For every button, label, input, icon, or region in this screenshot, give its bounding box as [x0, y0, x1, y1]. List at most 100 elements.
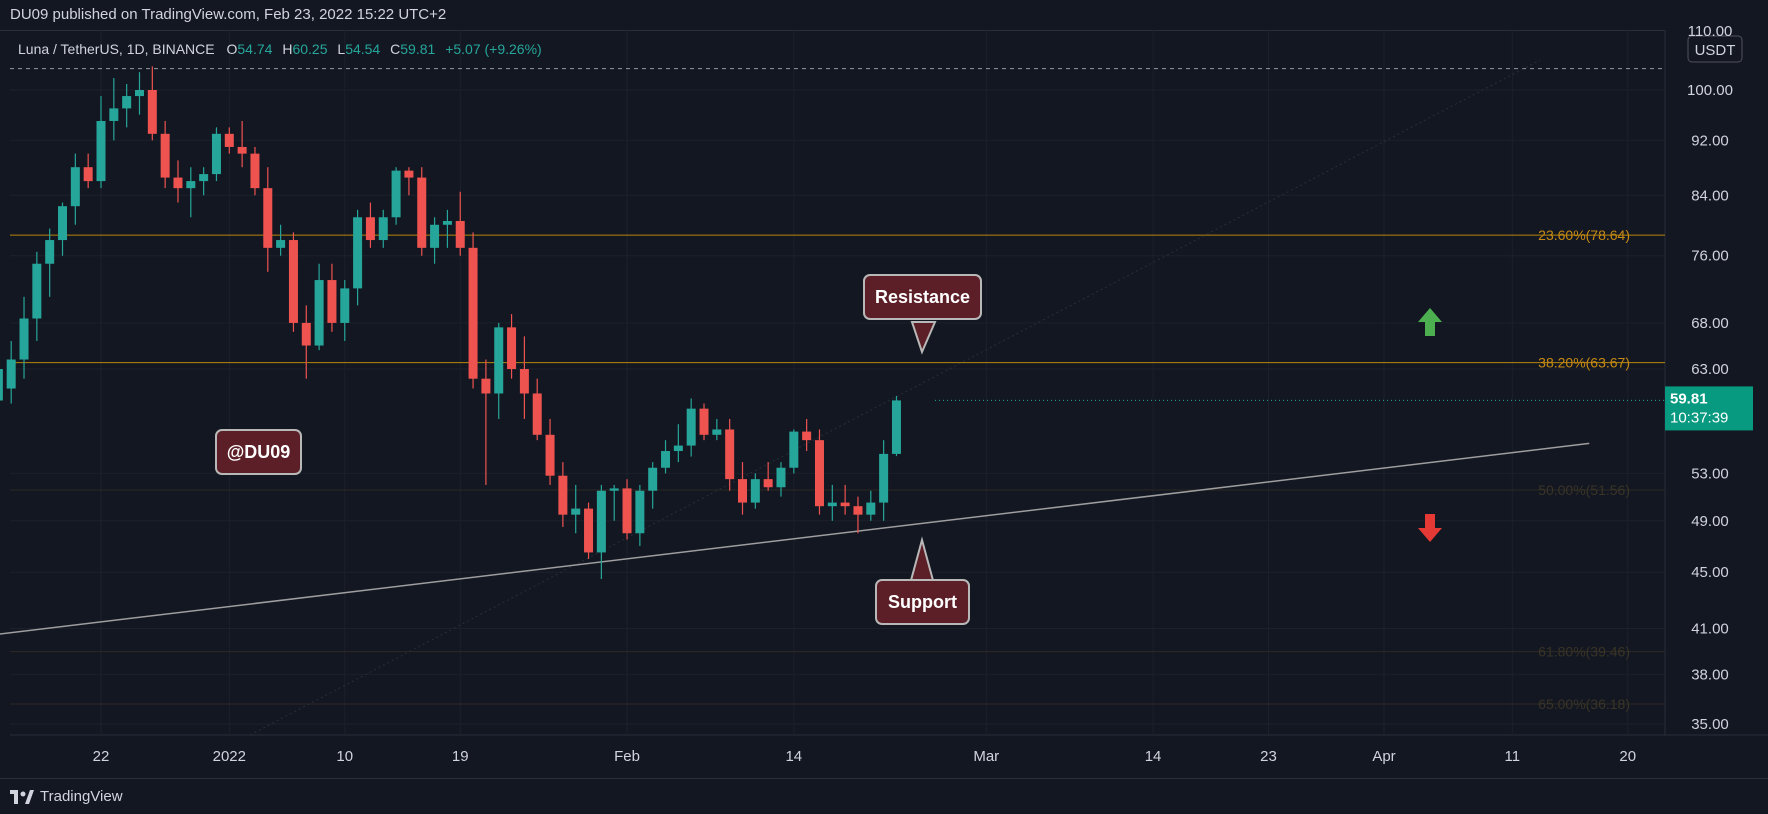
price-tick-label: 84.00	[1691, 187, 1729, 204]
candle-body	[327, 280, 337, 323]
candle-body	[507, 327, 517, 370]
tradingview-logo[interactable]: TradingView	[10, 788, 123, 805]
resistance-label: Resistance	[874, 287, 971, 307]
candle-down	[147, 66, 157, 141]
symbol-label: Luna / TetherUS, 1D, BINANCE	[18, 41, 215, 57]
close-value: 59.81	[400, 41, 435, 57]
candle-up	[891, 395, 901, 457]
candle-body	[199, 174, 209, 182]
price-tick-label: 92.00	[1691, 132, 1729, 149]
candle-up	[314, 263, 324, 351]
candle-up	[430, 217, 440, 264]
candle-down	[288, 232, 298, 332]
candle-body	[879, 453, 889, 503]
fib-level-label: 38.20%(63.67)	[1538, 355, 1630, 371]
time-tick-label: 20	[1619, 748, 1636, 765]
fib-level-label: 65.00%(36.18)	[1538, 696, 1630, 712]
candle-down	[173, 160, 183, 203]
candle-up	[635, 484, 645, 546]
price-tick-label: 76.00	[1691, 248, 1729, 265]
candle-body	[0, 369, 3, 401]
candle-down	[365, 202, 375, 248]
price-tick-label: 35.00	[1691, 716, 1729, 733]
candle-down	[738, 462, 747, 515]
time-tick-label: Feb	[614, 748, 640, 765]
candle-body	[32, 263, 42, 319]
high-label: H	[282, 41, 292, 57]
candle-body	[365, 217, 375, 241]
candle-up	[96, 96, 106, 189]
candle-body	[789, 431, 799, 468]
candle-up	[6, 340, 16, 404]
candle-down	[455, 191, 465, 256]
candle-body	[276, 240, 286, 248]
candle-body	[776, 467, 786, 488]
candle-body	[635, 490, 645, 534]
candle-body	[224, 133, 234, 147]
candle-up	[776, 462, 786, 497]
candle-body	[109, 108, 119, 121]
candle-body	[19, 318, 29, 360]
candle-body	[699, 408, 709, 435]
published-info: DU09 published on TradingView.com, Feb 2…	[10, 6, 447, 23]
drawn-lines	[0, 59, 1665, 736]
candle-down	[814, 429, 824, 515]
candle-up	[596, 484, 606, 579]
candle-body	[378, 217, 388, 241]
price-tick-label: 68.00	[1691, 315, 1729, 332]
candle-body	[725, 429, 735, 480]
price-tick-label: 41.00	[1691, 620, 1729, 637]
time-axis[interactable]: 22 2022 10 19 Feb 14 Mar 14 23 Apr 11 20	[93, 748, 1636, 765]
fibonacci-levels: 23.60%(78.64) 38.20%(63.67) 50.00%(51.56) 6…	[10, 227, 1665, 712]
candle-body	[6, 359, 16, 389]
tradingview-logo-icon	[10, 789, 34, 804]
current-price-badge: 59.81 10:37:39	[1665, 386, 1753, 431]
low-label: L	[337, 41, 345, 57]
candle-up	[712, 418, 722, 441]
candle-down	[237, 120, 247, 168]
candle-up	[494, 322, 504, 419]
candle-body	[802, 431, 812, 441]
candle-body	[571, 508, 581, 515]
candle-down	[160, 120, 170, 189]
candle-body	[70, 167, 80, 207]
candle-body	[609, 488, 619, 491]
support-pointer	[908, 536, 936, 585]
candle-down	[802, 418, 812, 452]
candle-up	[378, 209, 388, 248]
candle-body	[340, 288, 350, 323]
candle-body	[96, 120, 106, 182]
time-tick-label: 14	[1145, 748, 1162, 765]
candle-down	[853, 496, 863, 534]
support-trendline	[0, 442, 1590, 635]
candle-up	[19, 296, 29, 379]
candle-up	[134, 72, 144, 115]
price-axis-pane	[1665, 30, 1768, 735]
currency-badge[interactable]: USDT	[1687, 35, 1743, 63]
candle-body	[263, 188, 273, 248]
time-tick-label: Apr	[1372, 748, 1395, 765]
candle-up	[648, 462, 658, 509]
candle-down	[404, 167, 414, 196]
open-label: O	[227, 41, 238, 57]
candle-body	[596, 490, 606, 553]
candle-down	[545, 418, 555, 485]
candle-body	[738, 479, 747, 503]
price-axis[interactable]: 100.00 92.00 84.00 76.00 68.00 63.00 53.00 49.0…	[1687, 82, 1733, 733]
time-tick-label: 19	[452, 748, 469, 765]
candle-body	[853, 506, 863, 515]
candle-body	[468, 247, 478, 379]
candle-up	[661, 440, 671, 474]
candle-down	[532, 378, 542, 441]
low-value: 54.54	[345, 41, 380, 57]
candle-down	[507, 314, 517, 379]
candle-up	[750, 473, 760, 509]
candle-down	[725, 418, 735, 491]
candle-body	[430, 224, 440, 248]
candle-body	[814, 440, 824, 507]
price-tick-label: 100.00	[1687, 82, 1733, 99]
candle-up	[340, 280, 350, 341]
candle-up	[609, 484, 619, 521]
candle-body	[891, 400, 901, 454]
